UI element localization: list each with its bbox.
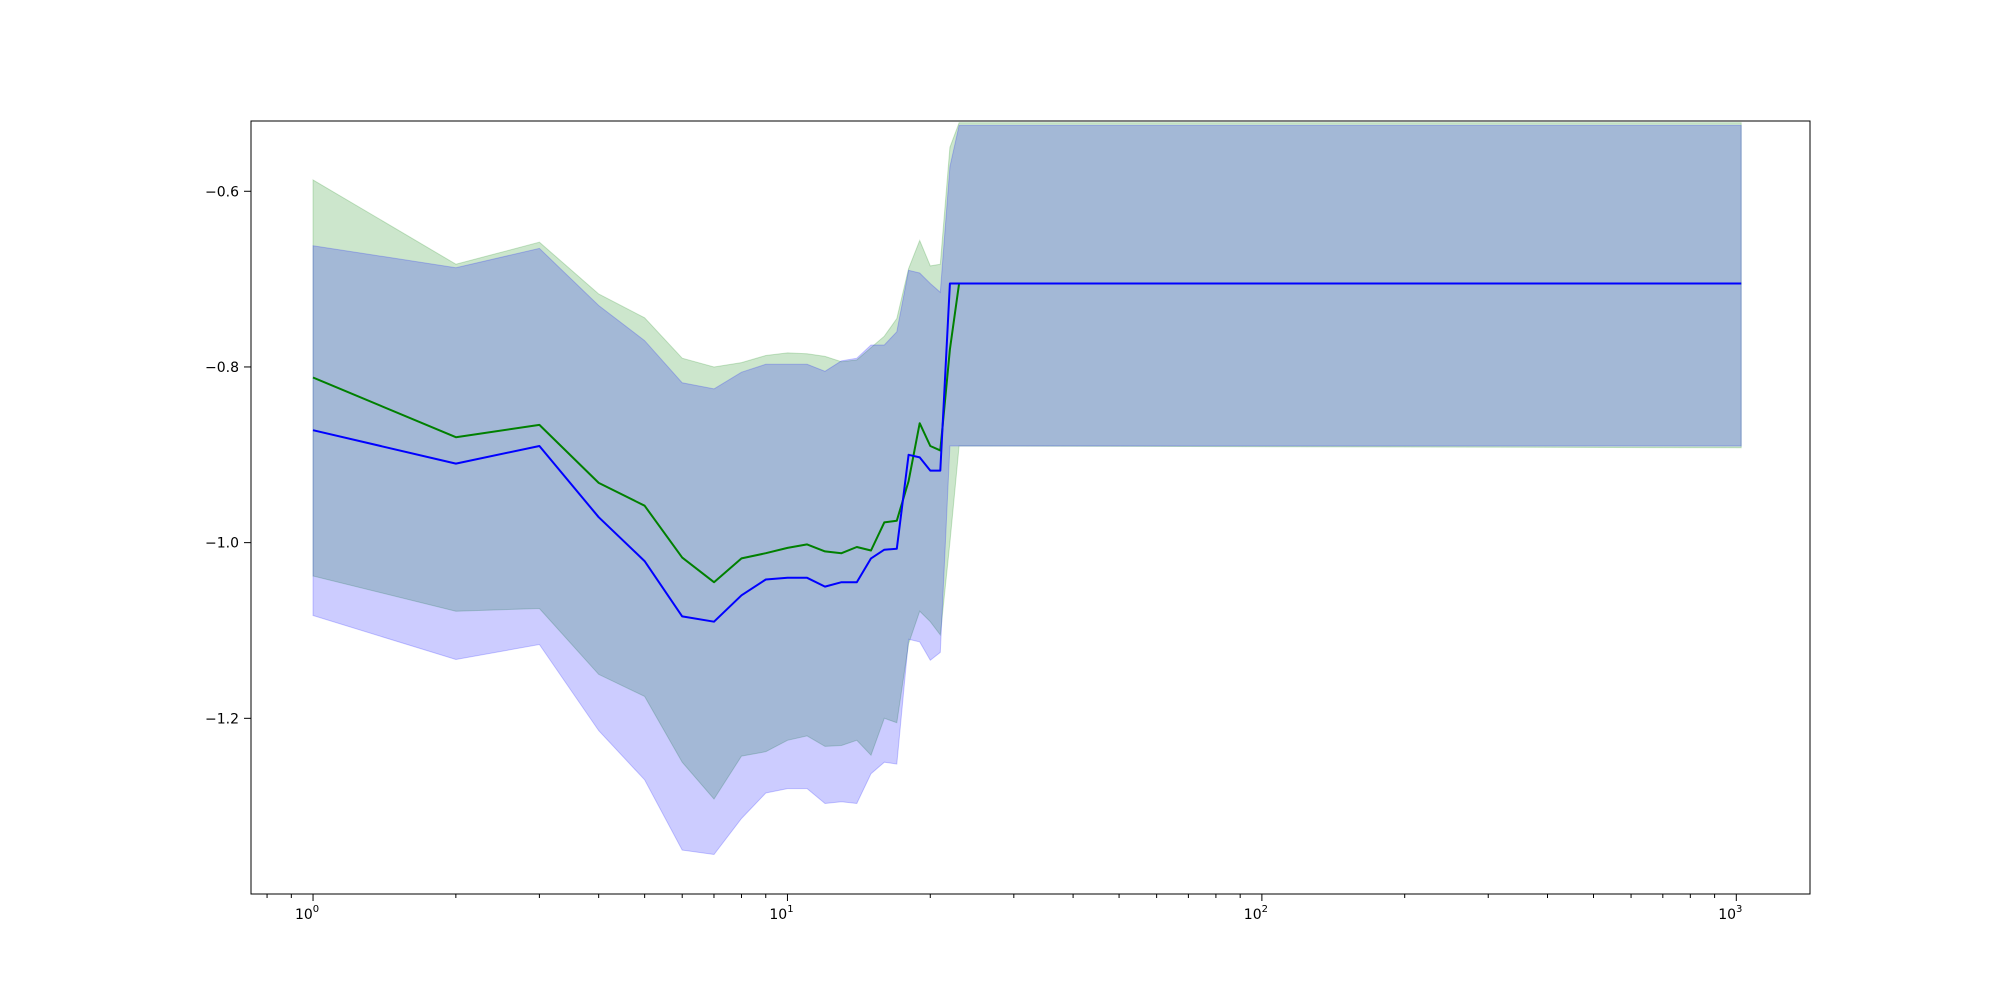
x-tick-label: 101: [769, 904, 793, 923]
y-tick-label: −0.6: [205, 184, 239, 200]
y-axis: −0.6 −0.8 −1.0 −1.2: [205, 184, 251, 727]
x-tick-label: 103: [1718, 904, 1742, 923]
line-series-2: [312, 282, 1742, 623]
confidence-bands: [312, 122, 1742, 856]
y-tick-label: −1.2: [205, 711, 239, 727]
line-series-1: [312, 282, 1742, 584]
series-lines: [312, 282, 1742, 623]
band-series-2: [312, 124, 1742, 856]
y-tick-label: −0.8: [205, 360, 239, 376]
plot-frame: [250, 120, 1811, 895]
band-series-1: [312, 122, 1742, 800]
x-tick-label: 102: [1244, 904, 1268, 923]
x-axis: 100 101 102 103: [266, 894, 1742, 923]
x-tick-label: 100: [295, 904, 319, 923]
y-tick-label: −1.0: [205, 536, 239, 552]
